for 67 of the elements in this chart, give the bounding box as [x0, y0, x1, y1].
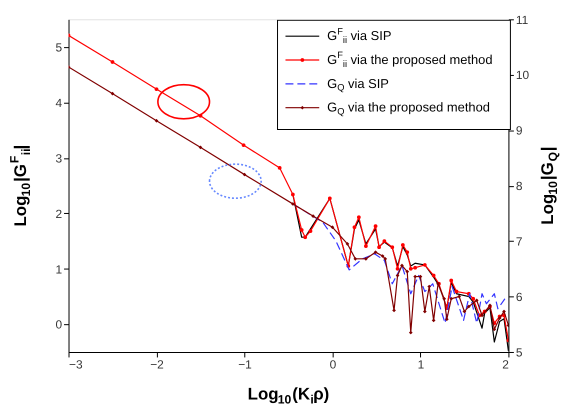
point: [413, 266, 418, 270]
point: [346, 242, 350, 246]
x-tick-label: 0: [330, 357, 337, 372]
y2-tick-label: 5: [516, 345, 523, 360]
point: [364, 244, 368, 248]
point: [291, 202, 295, 206]
point: [422, 310, 427, 314]
y-tick-label: 5: [55, 40, 62, 55]
point: [390, 245, 394, 250]
x-tick-label: 1: [418, 357, 425, 372]
y2-tick-label: 7: [516, 234, 523, 249]
point: [353, 256, 358, 261]
y-tick-label: 3: [55, 151, 62, 166]
point: [454, 290, 458, 294]
point: [374, 250, 378, 254]
point: [380, 254, 384, 258]
y2-tick-label: 8: [516, 179, 523, 194]
y2-tick-label: 9: [516, 124, 523, 138]
point: [392, 308, 396, 312]
point: [405, 250, 410, 254]
y-tick-label: 1: [55, 262, 62, 276]
point: [432, 318, 436, 322]
point: [427, 284, 432, 288]
point: [364, 256, 368, 261]
point: [291, 192, 295, 196]
point: [110, 60, 114, 64]
point: [154, 118, 158, 123]
x-tick-label: 2: [502, 357, 510, 372]
point: [474, 298, 479, 302]
y2-tick-label: 11: [516, 12, 529, 27]
point: [432, 274, 436, 278]
x-tick-label: −2: [150, 357, 164, 372]
point: [405, 270, 410, 274]
point: [382, 239, 386, 243]
point: [330, 225, 334, 230]
point: [408, 330, 413, 334]
point: [449, 278, 454, 282]
y-axis-title: Log10|GFii|: [7, 144, 33, 227]
point: [480, 314, 484, 318]
y-tick-label: 0: [55, 318, 62, 332]
y-tick-label: 2: [55, 206, 62, 221]
point: [400, 243, 405, 247]
y2-axis-title: Log10|GQ|: [538, 146, 560, 225]
point: [300, 228, 304, 232]
x-tick-label: −3: [69, 357, 83, 372]
point: [308, 229, 312, 233]
point: [328, 196, 332, 200]
y2-tick-label: 10: [516, 68, 530, 82]
point: [242, 143, 246, 148]
point: [377, 245, 381, 250]
point: [422, 263, 427, 267]
point: [352, 225, 356, 230]
point: [374, 224, 378, 228]
point: [408, 266, 413, 271]
point: [466, 304, 471, 308]
y2-tick-label: 6: [516, 290, 523, 304]
point: [154, 87, 158, 92]
point: [303, 235, 308, 240]
y-tick-label: 4: [55, 96, 62, 110]
point: [278, 166, 282, 170]
x-tick-label: −1: [238, 357, 252, 372]
point: [356, 215, 361, 220]
point: [396, 266, 400, 271]
point: [311, 214, 315, 218]
point: [457, 294, 462, 298]
point: [471, 296, 476, 301]
point: [413, 274, 418, 278]
